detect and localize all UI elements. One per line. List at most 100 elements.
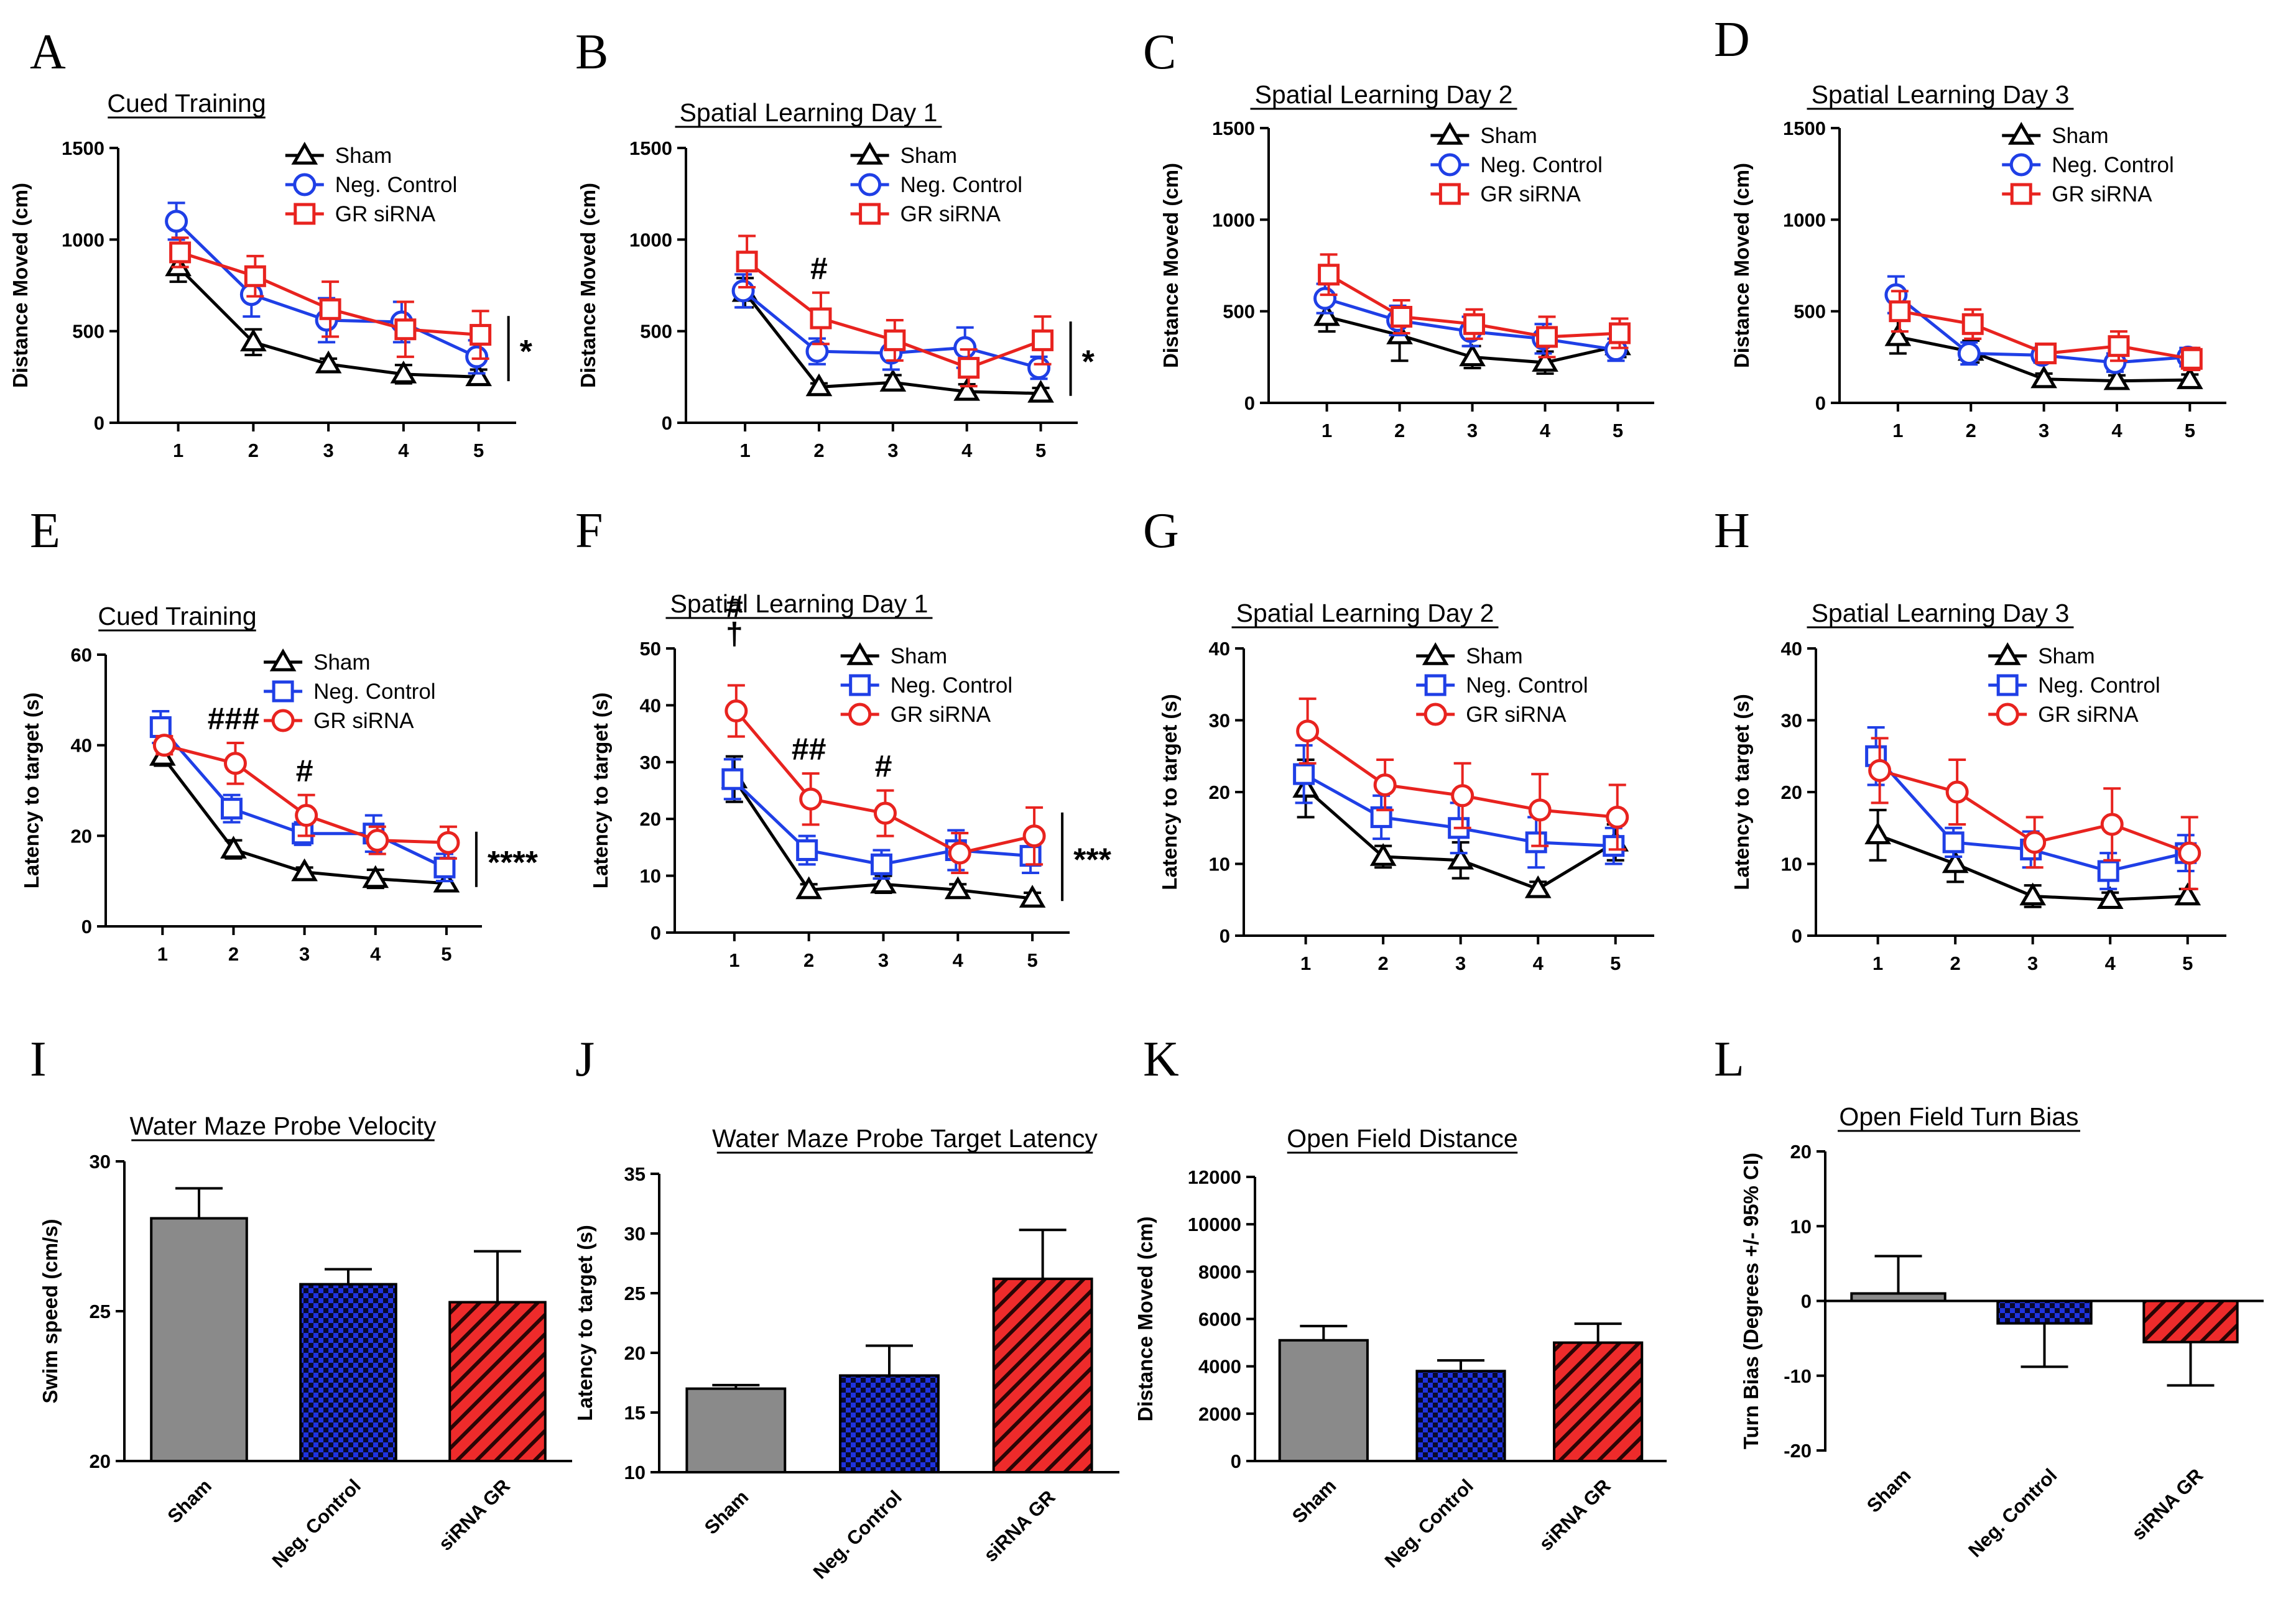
data-point bbox=[721, 768, 744, 790]
legend-label: Neg. Control bbox=[891, 673, 1012, 698]
panel-label: K bbox=[1143, 1032, 1179, 1087]
x-tick-label: Sham bbox=[1863, 1464, 1915, 1516]
legend-marker bbox=[1437, 122, 1463, 145]
data-point bbox=[1027, 379, 1054, 403]
panel-label: I bbox=[30, 1032, 47, 1087]
data-point bbox=[958, 357, 980, 379]
panel-label: C bbox=[1143, 25, 1176, 80]
legend-label: GR siRNA bbox=[1466, 703, 1567, 727]
y-tick-label: 12000 bbox=[1188, 1166, 1241, 1188]
x-tick-label: 5 bbox=[1035, 440, 1046, 461]
chart-title: Spatial Learning Day 1 bbox=[670, 589, 928, 618]
y-tick-label: 2000 bbox=[1198, 1403, 1241, 1425]
data-point bbox=[295, 804, 318, 828]
y-tick-label: 0 bbox=[1792, 925, 1802, 947]
series-gr bbox=[1296, 697, 1629, 851]
legend-marker bbox=[1994, 642, 2021, 665]
legend-marker bbox=[848, 703, 872, 726]
data-point bbox=[165, 210, 188, 233]
data-point bbox=[437, 831, 460, 854]
legend-label: GR siRNA bbox=[1480, 182, 1581, 206]
x-tick-label: 3 bbox=[1467, 420, 1478, 441]
data-point bbox=[239, 283, 263, 307]
data-point bbox=[2178, 841, 2201, 865]
legend-entry: Sham bbox=[850, 142, 957, 168]
x-tick-label: 4 bbox=[2111, 420, 2122, 441]
series-gr bbox=[1889, 290, 2203, 371]
data-point bbox=[240, 328, 267, 352]
y-tick-label: 1500 bbox=[629, 137, 672, 159]
legend-entry: Neg. Control bbox=[1430, 153, 1603, 177]
y-tick-label: 1500 bbox=[1212, 118, 1255, 139]
y-tick-label: 1500 bbox=[62, 137, 104, 159]
legend-entry: GR siRNA bbox=[1416, 703, 1567, 727]
legend-marker bbox=[1424, 674, 1447, 696]
data-point bbox=[292, 823, 314, 845]
data-point bbox=[1864, 821, 1891, 845]
x-tick-label: Neg. Control bbox=[1964, 1464, 2061, 1561]
data-point bbox=[1942, 850, 1969, 874]
data-point bbox=[433, 856, 456, 878]
legend-label: Sham bbox=[900, 144, 957, 168]
panel-label: F bbox=[575, 504, 603, 558]
data-point bbox=[169, 241, 192, 264]
panel-label: A bbox=[30, 25, 66, 80]
data-point bbox=[796, 839, 818, 861]
legend-marker bbox=[293, 173, 317, 196]
legend-marker bbox=[291, 142, 318, 165]
x-tick-label: 4 bbox=[370, 943, 381, 965]
legend-label: Neg. Control bbox=[1480, 153, 1602, 177]
data-point bbox=[2096, 886, 2124, 909]
legend-marker bbox=[1996, 703, 2019, 726]
y-tick-label: 10 bbox=[1781, 854, 1802, 875]
significance-marker: * bbox=[520, 334, 533, 370]
panel-label: B bbox=[575, 25, 608, 80]
data-point bbox=[1961, 313, 1984, 335]
bar bbox=[685, 1387, 787, 1474]
x-tick-label: siRNA GR bbox=[979, 1486, 1060, 1566]
legend-entry: GR siRNA bbox=[1988, 703, 2139, 727]
data-point bbox=[799, 787, 823, 811]
legend-entry: GR siRNA bbox=[1430, 182, 1581, 206]
data-point bbox=[1945, 780, 1969, 804]
data-point bbox=[2019, 882, 2047, 906]
significance-marker: # bbox=[810, 251, 828, 286]
data-point bbox=[1525, 831, 1547, 854]
chart-panel-D: D Spatial Learning Day 3 0 500 1000 1500 Dista… bbox=[1714, 12, 2226, 441]
data-point bbox=[795, 876, 823, 900]
legend-label: GR siRNA bbox=[2052, 182, 2152, 206]
legend-marker bbox=[294, 203, 316, 225]
legend-entry: GR siRNA bbox=[850, 202, 1001, 226]
series-neg bbox=[1293, 744, 1625, 869]
y-tick-label: 6000 bbox=[1198, 1309, 1241, 1330]
x-tick-label: siRNA GR bbox=[434, 1475, 514, 1555]
x-tick-label: 1 bbox=[739, 440, 750, 461]
y-tick-label: 35 bbox=[624, 1163, 646, 1185]
data-point bbox=[805, 373, 833, 397]
data-point bbox=[2108, 335, 2130, 357]
y-tick-label: 10 bbox=[1209, 854, 1230, 875]
y-tick-label: 0 bbox=[1231, 1450, 1241, 1472]
chart-title: Water Maze Probe Velocity bbox=[130, 1112, 437, 1140]
bar bbox=[1278, 1339, 1369, 1462]
legend-label: Sham bbox=[1480, 124, 1537, 148]
bar bbox=[1415, 1370, 1506, 1463]
data-point bbox=[1296, 719, 1320, 743]
y-tick-label: 1000 bbox=[1783, 209, 1826, 231]
data-point bbox=[1027, 356, 1051, 380]
data-point bbox=[1609, 322, 1631, 344]
data-point bbox=[1019, 885, 1046, 908]
bar bbox=[1996, 1299, 2093, 1325]
y-tick-label: 10000 bbox=[1188, 1214, 1241, 1235]
chart-panel-L: L Open Field Turn Bias -20 -10 0 10 20 Turn Bia… bbox=[1714, 1032, 2264, 1561]
data-point bbox=[1528, 798, 1552, 822]
y-tick-label: 40 bbox=[1781, 638, 1802, 660]
x-tick-label: 5 bbox=[2182, 952, 2193, 974]
data-point bbox=[149, 716, 172, 739]
series-neg bbox=[721, 758, 1042, 880]
y-axis-label: Distance Moved (cm) bbox=[576, 183, 599, 388]
significance-marker: # bbox=[726, 589, 743, 624]
y-axis-label: Latency to target (s) bbox=[589, 693, 612, 888]
legend-label: Neg. Control bbox=[2038, 673, 2160, 698]
y-axis-label: Latency to target (s) bbox=[1158, 694, 1181, 890]
